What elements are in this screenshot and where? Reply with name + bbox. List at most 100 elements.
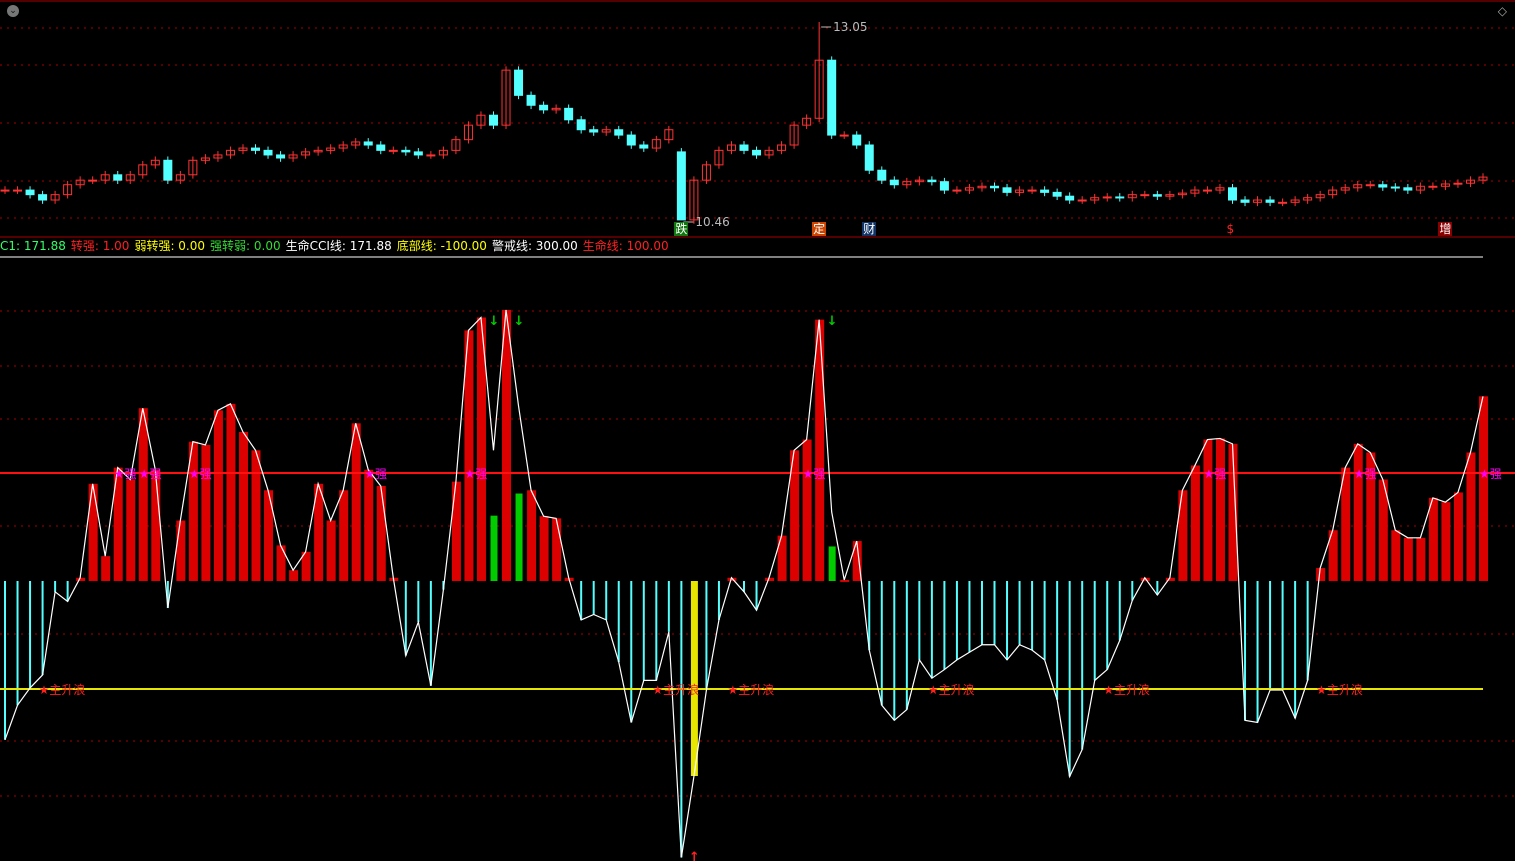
candle-body bbox=[1415, 185, 1425, 191]
cci-bar-positive bbox=[1190, 465, 1200, 581]
cci-bar-positive bbox=[101, 556, 111, 581]
candle-body bbox=[1465, 179, 1475, 184]
cci-bar-positive bbox=[1341, 467, 1351, 581]
candle-body bbox=[676, 151, 686, 221]
cci-line bbox=[4, 309, 1484, 858]
cci-bar-positive bbox=[476, 317, 486, 581]
candle-body bbox=[551, 107, 561, 111]
cci-bar-yellow bbox=[690, 581, 698, 776]
candle-body bbox=[1315, 194, 1325, 199]
event-badge[interactable]: 定 bbox=[812, 222, 827, 236]
candle-body bbox=[714, 149, 724, 166]
cci-bar-positive bbox=[289, 570, 299, 581]
candle-body bbox=[1027, 189, 1037, 192]
strong-mark: ★强 bbox=[1354, 467, 1377, 481]
candle-body bbox=[426, 154, 436, 157]
candle-body bbox=[789, 124, 799, 146]
cci-bar-positive bbox=[188, 441, 198, 581]
cci-bar-green bbox=[515, 493, 523, 581]
cci-bar-positive bbox=[1453, 492, 1463, 581]
candle-body bbox=[50, 194, 60, 201]
candle-body bbox=[701, 164, 711, 181]
candle-body bbox=[526, 94, 536, 106]
cci-bar-positive bbox=[351, 423, 361, 581]
main-wave-mark: ★主升浪 bbox=[727, 682, 774, 697]
candle-body bbox=[839, 134, 849, 137]
event-badge[interactable]: 财 bbox=[862, 222, 877, 236]
cci-bar-positive bbox=[539, 516, 549, 581]
strong-mark: ★强 bbox=[139, 467, 162, 481]
cci-bar-positive bbox=[852, 541, 862, 581]
cci-bar-positive bbox=[1353, 443, 1363, 581]
candle-body bbox=[488, 114, 498, 126]
candle-body bbox=[63, 184, 73, 196]
candle-body bbox=[1340, 187, 1350, 191]
candle-body bbox=[539, 104, 549, 111]
indicator-legend: C1: 171.88 转强: 1.00 弱转强: 0.00 强转弱: 0.00 生命CC… bbox=[0, 238, 674, 254]
diamond-icon[interactable]: ◇ bbox=[1497, 4, 1507, 18]
candle-body bbox=[351, 141, 361, 146]
cci-bar-positive bbox=[76, 577, 86, 581]
candle-body bbox=[1127, 194, 1137, 199]
cci-bar-positive bbox=[364, 469, 374, 581]
event-badge[interactable]: 跌 bbox=[674, 222, 689, 236]
candle-body bbox=[301, 151, 311, 156]
candle-body bbox=[802, 117, 812, 126]
candle-body bbox=[1278, 201, 1288, 204]
strong-mark: ★强 bbox=[1203, 467, 1226, 481]
candle-body bbox=[225, 149, 235, 156]
legend-item: 底部线: -100.00 bbox=[396, 239, 487, 253]
candle-body bbox=[814, 59, 824, 119]
sell-arrow-icon: ↓ bbox=[488, 314, 499, 329]
candle-body bbox=[1015, 189, 1025, 193]
candle-body bbox=[977, 185, 987, 189]
candle-body bbox=[1227, 187, 1237, 201]
candle-body bbox=[1240, 199, 1250, 203]
candle-body bbox=[777, 144, 787, 151]
cci-bar-positive bbox=[1428, 497, 1438, 581]
cci-bar-positive bbox=[1416, 537, 1426, 581]
cci-bar-positive bbox=[815, 319, 825, 581]
candle-body bbox=[263, 149, 273, 156]
legend-item: 生命线: 100.00 bbox=[582, 239, 669, 253]
candle-body bbox=[589, 129, 599, 133]
candle-body bbox=[1065, 195, 1075, 201]
cci-bar-positive bbox=[1203, 439, 1213, 581]
cci-bar-positive bbox=[251, 450, 261, 581]
cci-bar-positive bbox=[151, 469, 161, 581]
cci-bar-positive bbox=[1378, 479, 1388, 581]
candle-body bbox=[852, 134, 862, 146]
cci-bar-positive bbox=[301, 551, 311, 581]
event-badge[interactable]: $ bbox=[1226, 222, 1235, 236]
candle-body bbox=[1052, 191, 1062, 197]
cci-bar-positive bbox=[1215, 438, 1225, 581]
candle-body bbox=[1102, 196, 1112, 199]
cci-bar-positive bbox=[326, 520, 336, 581]
strong-mark: ★强 bbox=[1479, 467, 1502, 481]
cci-bar-positive bbox=[1328, 530, 1338, 581]
main-wave-mark: ★主升浪 bbox=[39, 682, 86, 697]
main-wave-mark: ★主升浪 bbox=[1103, 682, 1150, 697]
candle-body bbox=[13, 189, 23, 192]
cci-bar-positive bbox=[527, 490, 537, 581]
cci-bar-positive bbox=[1178, 490, 1188, 581]
collapse-button[interactable]: ⌄ bbox=[7, 5, 19, 17]
candle-body bbox=[238, 147, 248, 151]
candle-body bbox=[902, 181, 912, 186]
candle-body bbox=[175, 174, 185, 181]
candle-body bbox=[1403, 187, 1413, 191]
candle-body bbox=[964, 187, 974, 191]
candle-body bbox=[1002, 187, 1012, 193]
candle-body bbox=[150, 159, 160, 166]
event-badge[interactable]: 增 bbox=[1438, 222, 1453, 236]
candle-body bbox=[952, 189, 962, 192]
cci-bar-positive bbox=[264, 490, 274, 581]
price-low-label: 10.46 bbox=[695, 215, 729, 229]
candle-body bbox=[1440, 183, 1450, 187]
candle-body bbox=[1215, 187, 1225, 191]
candle-body bbox=[0, 189, 10, 192]
candle-body bbox=[827, 59, 837, 136]
candle-body bbox=[1478, 176, 1488, 181]
cci-bar-positive bbox=[1466, 452, 1476, 581]
price-high-label: 13.05 bbox=[833, 20, 867, 34]
